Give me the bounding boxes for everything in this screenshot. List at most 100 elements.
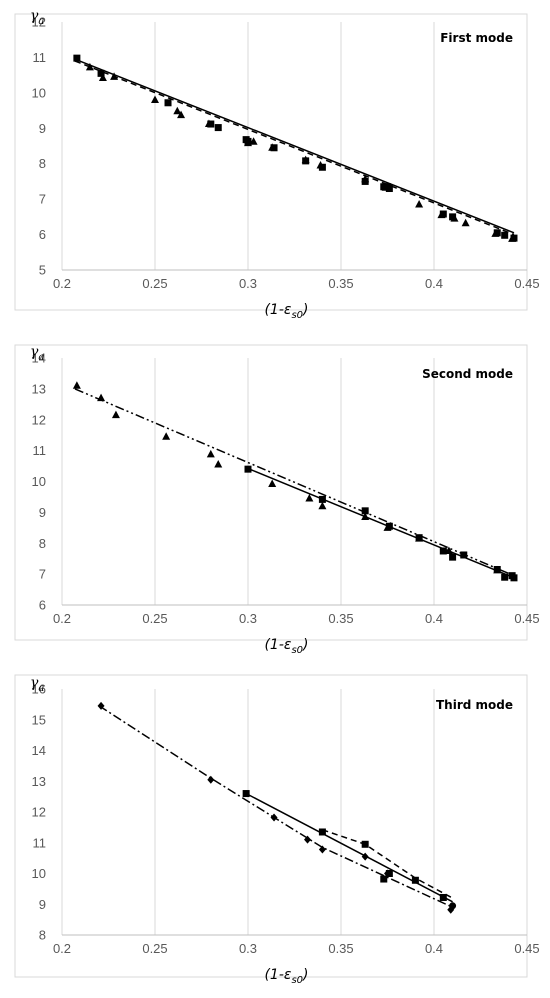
y-tick-label: 10	[32, 866, 46, 881]
series-line-4	[245, 792, 453, 903]
data-point-square	[439, 547, 447, 555]
data-point-square	[415, 534, 423, 542]
x-tick-label: 0.45	[514, 276, 539, 291]
y-tick-label: 15	[32, 712, 46, 727]
series-line-4	[74, 388, 515, 577]
y-tick-label: 14	[32, 351, 46, 366]
data-point-diamond	[361, 852, 369, 861]
data-point-diamond	[318, 845, 326, 854]
y-tick-label: 7	[39, 192, 46, 207]
y-tick-label: 11	[33, 443, 47, 458]
data-point-triangle	[97, 393, 106, 402]
series-line-6	[98, 705, 453, 908]
chart-title: Second mode	[422, 367, 513, 381]
y-axis-label: γa	[30, 8, 44, 27]
data-point-square	[501, 231, 509, 239]
x-tick-label: 0.25	[142, 611, 167, 626]
x-tick-label: 0.4	[425, 276, 443, 291]
data-point-square	[164, 99, 172, 107]
data-point-triangle	[206, 449, 215, 458]
data-point-circle	[449, 902, 457, 910]
x-tick-label: 0.35	[328, 276, 353, 291]
x-tick-label: 0.45	[514, 611, 539, 626]
data-point-triangle	[151, 95, 159, 103]
y-tick-label: 5	[39, 263, 46, 278]
data-point-square	[385, 870, 393, 877]
data-point-square	[302, 157, 310, 165]
series-line-3	[247, 467, 515, 579]
data-point-square	[318, 828, 326, 836]
y-tick-label: 9	[39, 121, 46, 136]
y-tick-label: 8	[39, 928, 46, 943]
data-point-triangle	[110, 72, 119, 80]
data-point-triangle	[173, 106, 182, 115]
data-point-square	[380, 183, 388, 191]
y-axis-label: γa	[30, 344, 44, 363]
data-point-square	[318, 495, 326, 503]
data-point-square	[244, 137, 252, 145]
data-point-diamond	[270, 813, 278, 822]
data-point-triangle	[177, 110, 186, 119]
data-point-square	[493, 565, 501, 573]
y-tick-label: 13	[32, 774, 46, 789]
x-axis-label: (1-εs0)	[264, 967, 308, 986]
data-point-triangle	[72, 381, 81, 389]
series-line-5	[322, 829, 453, 899]
chart-title: First mode	[440, 31, 513, 45]
chart-3: 0.2 0.25 0.3 0.35 0.4 0.45 8 9 10 11 12 13 14 15 16 Thi…	[14, 674, 540, 986]
x-tick-label: 0.25	[142, 276, 167, 291]
x-tick-label: 0.4	[425, 611, 443, 626]
x-tick-label: 0.35	[328, 941, 353, 956]
x-axis-label: (1-εs0)	[264, 637, 308, 656]
data-point-triangle	[444, 546, 453, 554]
data-point-diamond	[304, 835, 312, 844]
y-tick-label: 6	[39, 227, 46, 242]
series-line-3	[74, 58, 515, 234]
x-tick-label: 0.35	[328, 611, 353, 626]
x-tick-label: 0.3	[239, 611, 257, 626]
chart-frame	[14, 674, 528, 978]
chart-title: Third mode	[436, 698, 513, 712]
y-axis-label: γa	[30, 675, 44, 694]
data-point-square	[493, 229, 501, 237]
data-point-square	[361, 507, 369, 515]
x-tick-label: 0.45	[514, 941, 539, 956]
data-point-square	[270, 144, 278, 152]
data-point-square	[439, 893, 447, 901]
y-tick-label: 16	[32, 682, 46, 697]
y-tick-label: 9	[39, 505, 46, 520]
y-tick-label: 12	[32, 412, 46, 427]
data-point-square	[501, 573, 509, 581]
data-point-square	[97, 69, 105, 77]
data-point-square	[361, 177, 369, 185]
y-tick-label: 11	[33, 50, 47, 65]
x-tick-label: 0.3	[239, 941, 257, 956]
data-point-square	[207, 120, 215, 128]
y-tick-label: 13	[32, 381, 46, 396]
chart-1: 0.2 0.25 0.3 0.35 0.4 0.45 5 6 7 8 9 10 11 12 First mo…	[14, 8, 540, 321]
x-axis-label: (1-εs0)	[264, 302, 308, 321]
y-tick-label: 10	[32, 474, 46, 489]
data-point-square	[73, 54, 81, 62]
x-tick-label: 0.3	[239, 276, 257, 291]
series-line-4	[74, 60, 515, 236]
data-point-triangle	[214, 460, 223, 468]
data-point-square	[411, 876, 419, 884]
data-point-square	[318, 163, 326, 171]
y-tick-label: 14	[32, 743, 46, 758]
data-point-square	[510, 574, 518, 582]
data-point-triangle	[305, 493, 314, 502]
x-tick-label: 0.25	[142, 941, 167, 956]
data-point-square	[510, 234, 518, 242]
data-point-triangle	[98, 73, 107, 81]
data-point-square	[449, 553, 457, 561]
x-tick-label: 0.2	[53, 941, 71, 956]
y-tick-label: 10	[32, 85, 46, 100]
chart-frame	[14, 13, 528, 311]
x-tick-label: 0.4	[425, 941, 443, 956]
data-point-square	[449, 213, 457, 221]
chart-frame	[14, 344, 528, 641]
data-point-square	[242, 790, 250, 798]
data-point-triangle	[268, 479, 277, 487]
